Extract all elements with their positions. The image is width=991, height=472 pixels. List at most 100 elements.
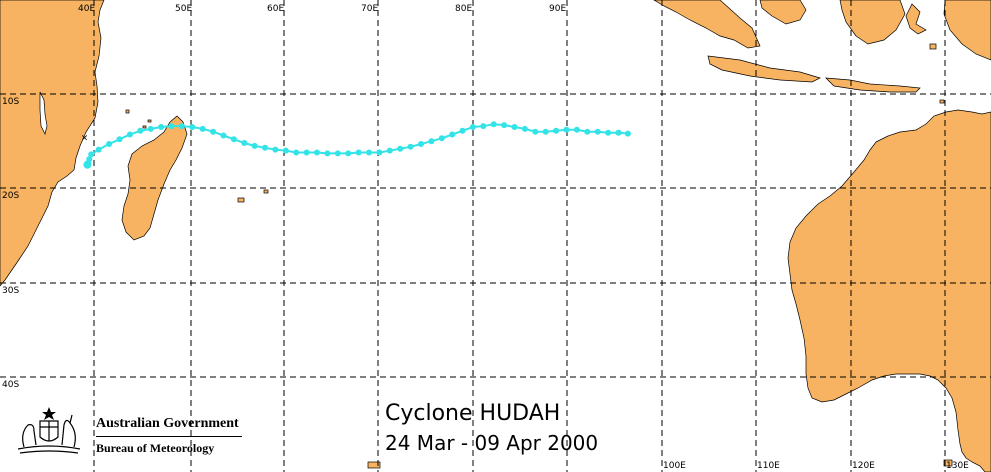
track-point [511,124,518,130]
island [237,197,245,203]
track-point [594,128,601,135]
track-point [345,150,352,157]
track-point [449,131,456,138]
track-point [220,132,227,139]
track-point [397,145,404,152]
track-point [480,123,487,130]
track-point [282,147,289,154]
track-point [314,149,320,156]
island [929,43,937,50]
lake [39,91,48,136]
axis-labels: 40E 50E 60E 70E 80E 90E 100E 110E 120E 1… [2,4,969,471]
java-landmass [707,55,821,83]
logo-divider [96,436,242,437]
island [263,189,269,194]
sumatra-landmass [653,0,761,49]
track-point [116,136,123,143]
agency-name: Bureau of Meteorology [96,441,215,455]
new-guinea-landmass [943,0,991,61]
track-point [366,149,372,156]
borneo-landmass [839,0,906,45]
track-point [241,140,248,146]
island [939,99,945,104]
track-point [584,128,591,135]
lat-label-20s: 20S [2,191,19,201]
track-point [501,122,508,129]
track-point [199,125,206,132]
track-point [334,150,341,157]
track-point [521,125,528,132]
track-point [168,123,175,130]
coat-of-arms-icon [17,407,81,454]
track-point [88,151,95,158]
island [147,119,152,123]
lon-label-60e: 60E [267,4,284,14]
track-point [324,150,331,157]
track-point [251,142,258,149]
track-point [624,130,631,137]
lon-label-110e: 110E [757,461,780,471]
track-point [83,160,92,169]
track-point [469,124,476,130]
island [943,459,953,467]
track-point [230,136,237,143]
track-point [407,143,414,150]
track-point [386,147,393,154]
genesis-marker: × [81,134,89,144]
track-point [178,123,185,130]
malay-peninsula-landmass [759,0,807,25]
track-point [355,149,362,156]
track-point [438,135,445,142]
track-point [158,124,165,130]
lon-label-130e: 130E [946,461,969,471]
track-point [553,127,560,134]
lon-label-90e: 90E [549,4,566,14]
lat-label-10s: 10S [2,97,19,107]
track-point [137,127,144,134]
lat-label-30s: 30S [2,286,19,296]
island [125,109,130,114]
government-name: Australian Government [96,416,239,431]
island [142,125,147,129]
lon-label-50e: 50E [175,4,192,14]
lon-label-70e: 70E [361,4,378,14]
island [367,461,381,469]
track-point [573,126,580,133]
track-point [376,149,383,156]
map-title: Cyclone HUDAH [385,401,561,426]
africa-landmass [0,0,105,287]
australia-landmass [787,109,991,472]
track-point [189,124,196,130]
track-point [95,146,102,153]
track-point [615,129,622,136]
track-point [428,138,435,145]
date-range: 24 Mar - 09 Apr 2000 [385,431,599,455]
track-point [605,129,612,136]
lon-label-120e: 120E [852,461,875,471]
track-point [542,128,549,135]
track-point [532,128,539,135]
track-point [262,144,268,151]
lesser-sunda-islands [825,77,921,93]
track-point [303,149,310,156]
track-point [126,131,133,138]
track-point [106,141,113,147]
lon-label-80e: 80E [455,4,472,14]
cyclone-track [83,121,631,169]
sulawesi-landmass [905,3,927,35]
track-point [293,149,300,156]
track-point [210,128,217,135]
track-point [272,146,279,153]
bom-logo: Australian Government Bureau of Meteorol… [10,403,250,463]
track-point [147,125,154,132]
lat-label-40s: 40S [2,380,19,390]
madagascar-landmass [121,115,188,241]
lon-label-40e: 40E [78,4,95,14]
track-point [563,126,570,133]
track-point [490,121,497,128]
track-point [459,127,466,134]
lon-label-100e: 100E [663,461,686,471]
